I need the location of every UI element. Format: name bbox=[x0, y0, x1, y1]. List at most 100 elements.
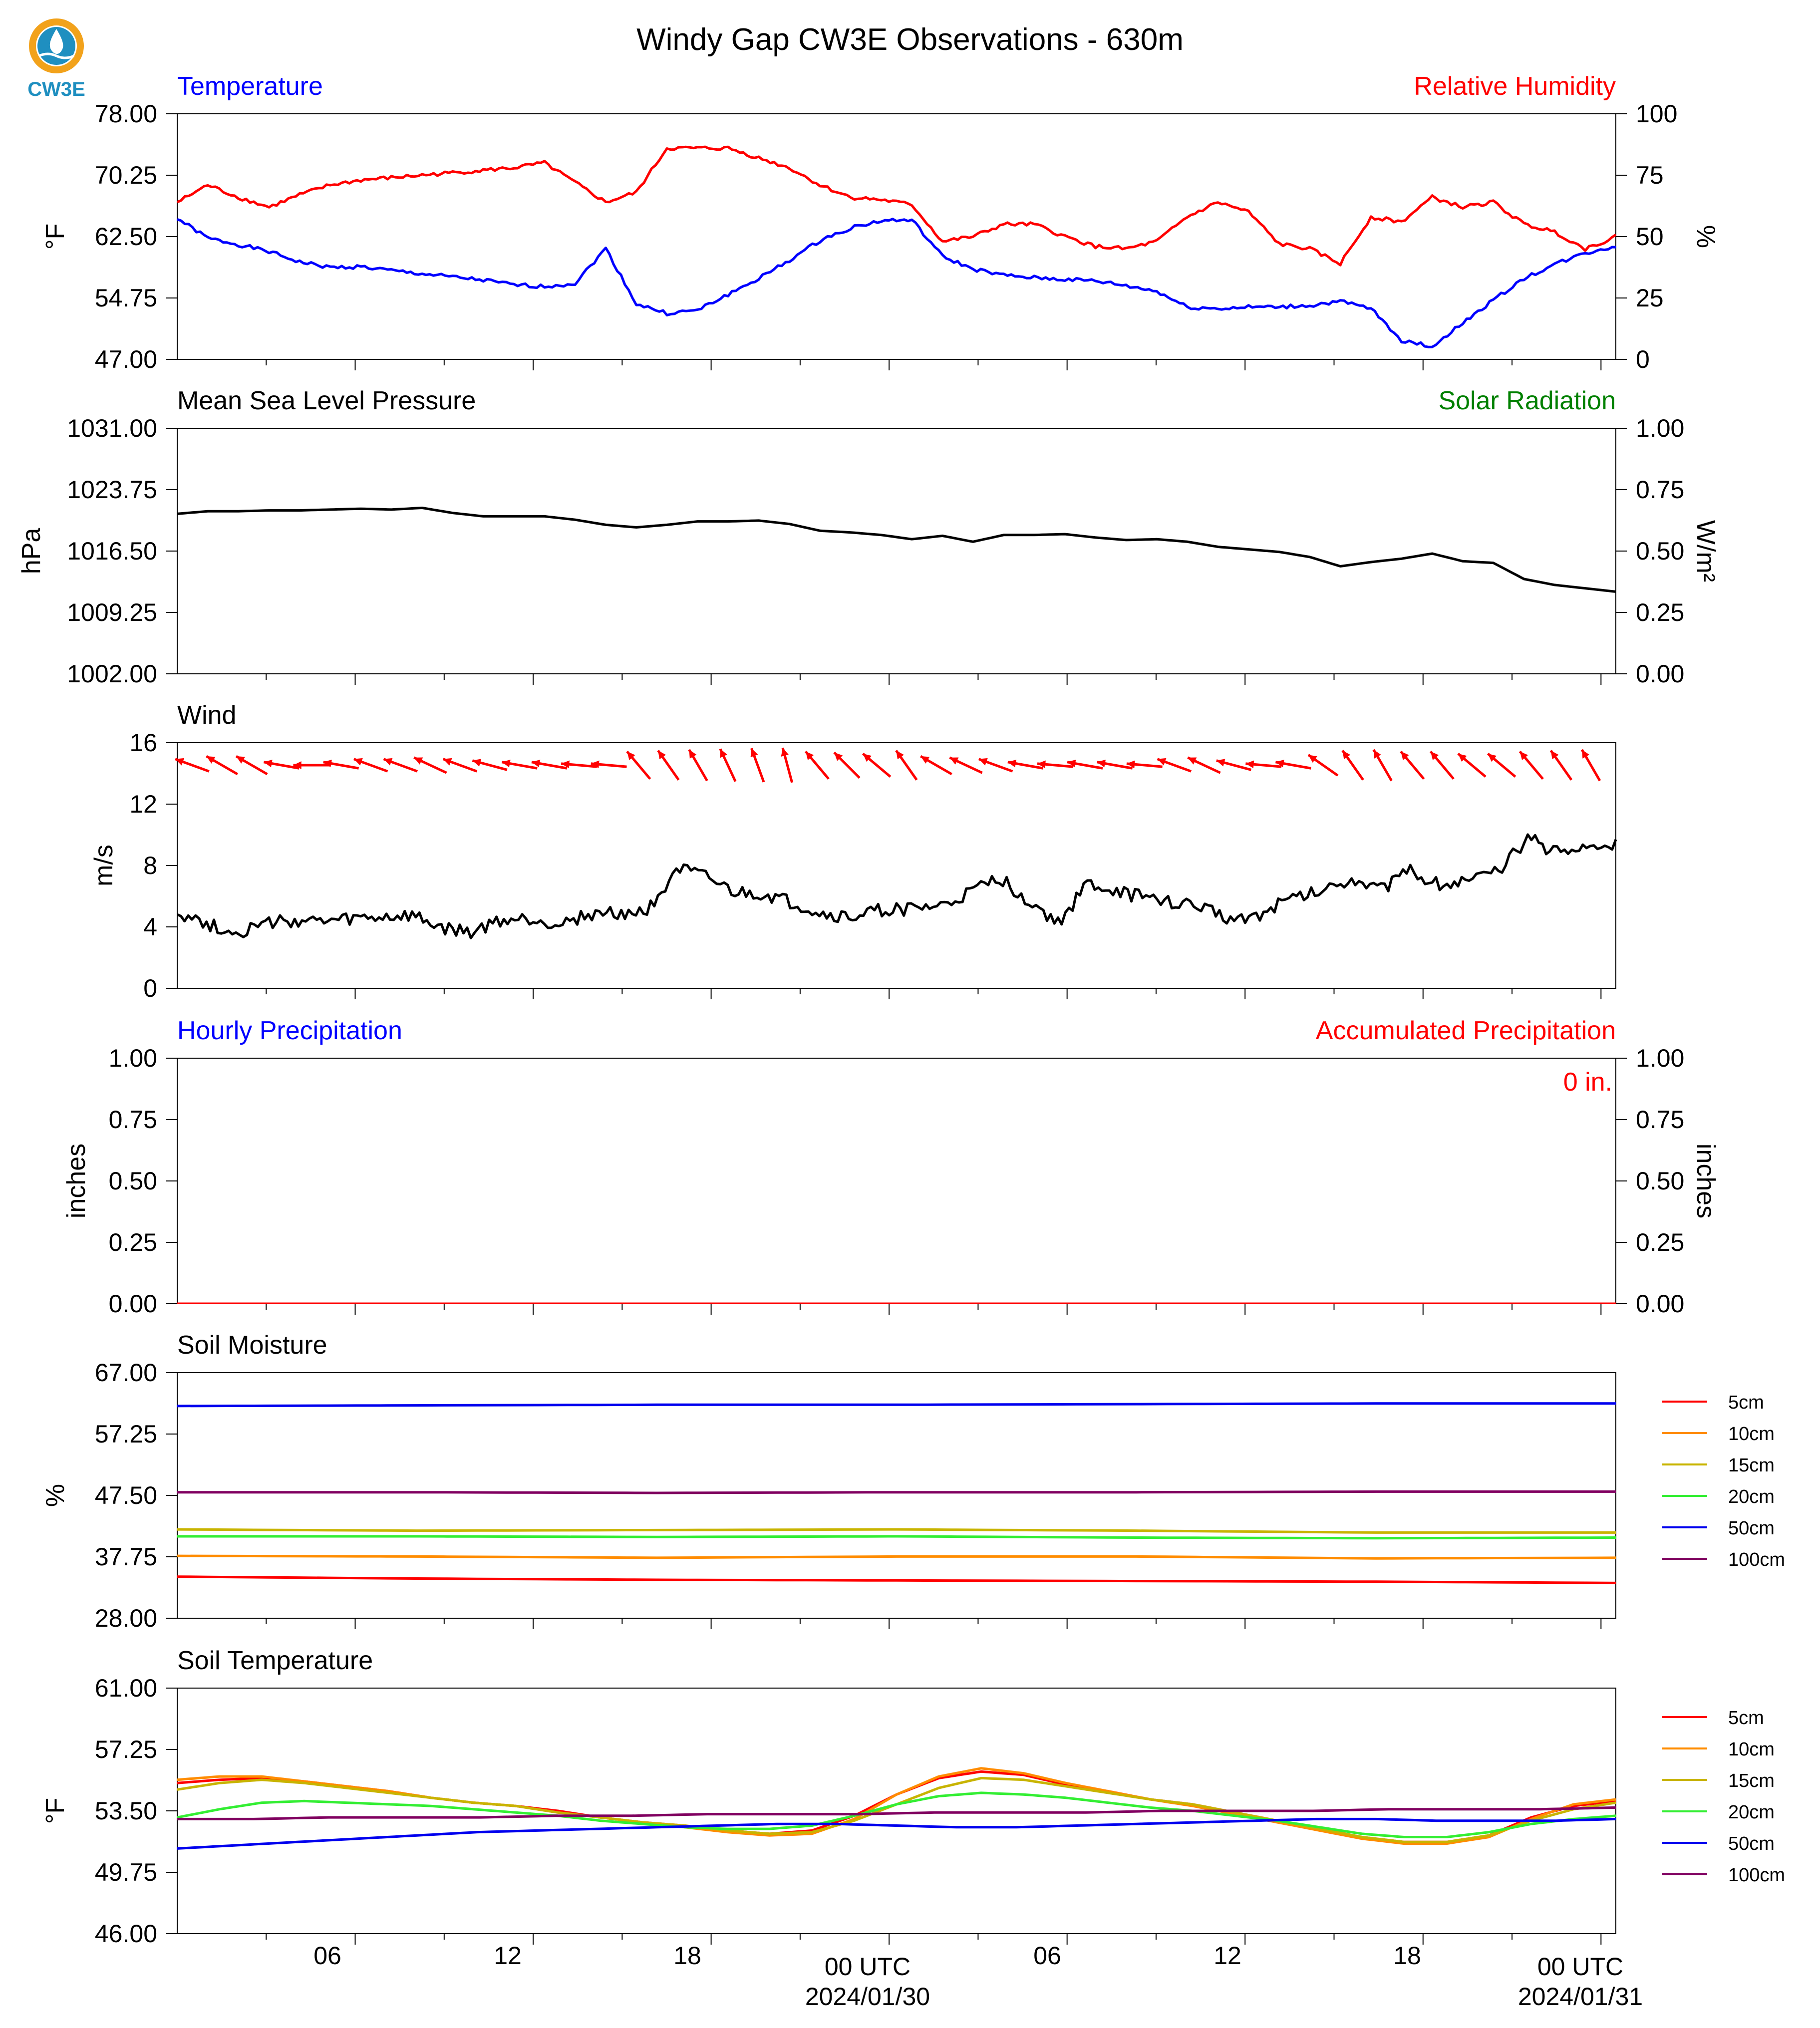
wind-arrow-head bbox=[834, 752, 843, 761]
date-label: 2024/01/31 bbox=[1518, 1983, 1643, 2011]
ytick-label: 1023.75 bbox=[67, 476, 157, 504]
yticks-left: 1.00 0.75 0.50 0.25 0.00 bbox=[109, 1044, 157, 1318]
series-line-100cm bbox=[177, 1806, 1616, 1820]
legend-label: 100cm bbox=[1728, 1549, 1785, 1570]
wind-arrow-head bbox=[236, 756, 246, 764]
series-line-10cm bbox=[177, 1554, 1616, 1560]
ytick-label: 1002.00 bbox=[67, 660, 157, 688]
wind-arrow bbox=[1097, 759, 1133, 770]
figure-title: Windy Gap CW3E Observations - 630m bbox=[636, 22, 1184, 57]
wind-arrow bbox=[1007, 759, 1044, 770]
logo-drop-icon bbox=[49, 29, 63, 54]
wind-arrow-head bbox=[531, 759, 541, 768]
ytick-label: 0.75 bbox=[109, 1106, 157, 1134]
wind-arrow bbox=[591, 760, 627, 769]
xtick-label: 12 bbox=[1213, 1942, 1241, 1970]
wind-arrow-head bbox=[1519, 751, 1528, 760]
legend-label: 15cm bbox=[1728, 1455, 1775, 1476]
legend-label: 100cm bbox=[1728, 1865, 1785, 1886]
series-layer bbox=[166, 428, 1627, 685]
wind-arrow bbox=[383, 758, 418, 773]
wind-arrow-head bbox=[1188, 757, 1197, 765]
legend: 5cm 10cm 15cm 20cm 50cm 100cm bbox=[1728, 1392, 1785, 1570]
wind-arrow-head bbox=[1157, 758, 1167, 766]
legend-label: 50cm bbox=[1728, 1518, 1775, 1539]
wind-arrow bbox=[804, 750, 830, 780]
wind-arrow bbox=[1429, 750, 1455, 780]
plot-frame bbox=[177, 1688, 1616, 1934]
wind-arrow bbox=[626, 750, 651, 780]
wind-arrow-head bbox=[1216, 759, 1225, 767]
wind-arrow-head bbox=[561, 760, 570, 769]
wind-arrow bbox=[442, 758, 478, 773]
wind-arrow-head bbox=[591, 760, 600, 769]
ylabel-left: °F bbox=[41, 224, 70, 250]
wind-arrow bbox=[978, 758, 1013, 773]
panel-soil-moisture: Soil Moisture % 67.00 57.25 47.50 37.75 28.0… bbox=[41, 1331, 1785, 1632]
ytick-label: 57.25 bbox=[95, 1736, 157, 1763]
legend-label: 20cm bbox=[1728, 1802, 1775, 1823]
ytick-label: 78.00 bbox=[95, 100, 157, 128]
ylabel-left: hPa bbox=[17, 528, 46, 575]
ytick-label-right: 1.00 bbox=[1636, 414, 1684, 442]
series-layer bbox=[166, 113, 1627, 370]
yticks-right: 100 75 50 25 0 bbox=[1636, 100, 1677, 373]
wind-arrow bbox=[719, 748, 737, 782]
series-line-100cm bbox=[177, 1490, 1616, 1494]
ytick-label: 49.75 bbox=[95, 1858, 157, 1886]
panel-soil-temperature: Soil Temperature °F 61.00 57.25 53.50 49.75… bbox=[41, 1646, 1785, 1948]
wind-arrow bbox=[1487, 752, 1517, 778]
panel-ylabel-right: W/m² bbox=[1691, 520, 1720, 582]
wind-arrow bbox=[531, 759, 568, 770]
panel-ylabel-right: inches bbox=[1691, 1144, 1720, 1218]
time-axis-labels: 06 12 18 00 UTC 06 12 18 00 UTC 2024/01/… bbox=[313, 1942, 1643, 2011]
ytick-label: 0.25 bbox=[109, 1228, 157, 1256]
wind-arrow bbox=[175, 758, 210, 773]
ylabel-left: inches bbox=[62, 1144, 91, 1218]
series-layer bbox=[166, 742, 1617, 999]
wind-arrow bbox=[1126, 760, 1163, 769]
wind-arrow-head bbox=[1097, 759, 1106, 768]
wind-arrow-head bbox=[1458, 753, 1467, 762]
wind-arrow-head bbox=[1007, 759, 1017, 768]
wind-arrow bbox=[1067, 759, 1103, 770]
wind-arrow bbox=[353, 758, 388, 773]
series-line-wind bbox=[176, 833, 1617, 939]
yticks-right: 1.00 0.75 0.50 0.25 0.00 bbox=[1636, 414, 1684, 688]
ytick-label-right: 0.50 bbox=[1636, 537, 1684, 565]
ytick-label: 67.00 bbox=[95, 1359, 157, 1387]
ytick-label: 16 bbox=[129, 729, 157, 757]
panel-wind: Wind m/s 16 12 8 4 0 bbox=[89, 701, 1617, 1002]
wind-arrow bbox=[501, 759, 538, 770]
ytick-label: 37.75 bbox=[95, 1543, 157, 1571]
wind-arrow bbox=[1157, 758, 1192, 773]
wind-arrow bbox=[293, 761, 329, 769]
legend-label: 5cm bbox=[1728, 1392, 1764, 1413]
wind-arrow bbox=[1580, 749, 1601, 782]
wind-arrow bbox=[1307, 754, 1339, 777]
ytick-label-right: 1.00 bbox=[1636, 1044, 1684, 1072]
wind-arrow bbox=[833, 751, 861, 779]
xtick-label: 12 bbox=[494, 1942, 522, 1970]
ylabel-right: inches bbox=[1691, 1144, 1720, 1218]
ytick-label: 47.00 bbox=[95, 345, 157, 373]
ytick-label-right: 100 bbox=[1636, 100, 1677, 128]
wind-arrow-head bbox=[863, 753, 872, 762]
ytick-label-right: 0 bbox=[1636, 345, 1650, 373]
series-line-50cm bbox=[177, 1402, 1616, 1408]
ytick-label: 70.25 bbox=[95, 161, 157, 189]
wind-arrow bbox=[895, 750, 918, 781]
wind-arrow-head bbox=[750, 748, 758, 758]
wind-arrow-head bbox=[264, 759, 273, 768]
panel-title-left: Soil Temperature bbox=[177, 1646, 373, 1675]
series-line-5cm bbox=[177, 1770, 1616, 1843]
wind-arrow bbox=[949, 756, 983, 774]
plot-frame bbox=[177, 742, 1616, 989]
series-layer bbox=[166, 1058, 1627, 1315]
wind-arrow-head bbox=[949, 757, 959, 765]
accumulated-precip-annotation: 0 in. bbox=[1563, 1068, 1612, 1097]
ytick-label-right: 0.00 bbox=[1636, 1290, 1684, 1318]
ytick-label: 28.00 bbox=[95, 1604, 157, 1632]
ytick-label-right: 75 bbox=[1636, 161, 1664, 189]
wind-arrow bbox=[657, 750, 680, 781]
